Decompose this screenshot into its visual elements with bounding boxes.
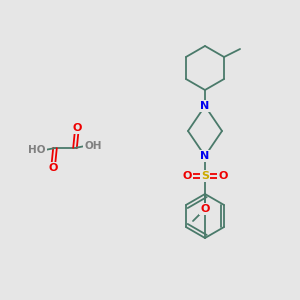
Text: O: O [72,123,82,133]
Text: O: O [200,204,210,214]
Text: O: O [182,171,192,181]
Text: HO: HO [28,145,46,155]
Text: O: O [48,163,58,173]
Text: O: O [218,171,228,181]
Text: N: N [200,101,210,111]
Text: S: S [201,171,209,181]
Text: OH: OH [84,141,102,151]
Text: N: N [200,151,210,161]
